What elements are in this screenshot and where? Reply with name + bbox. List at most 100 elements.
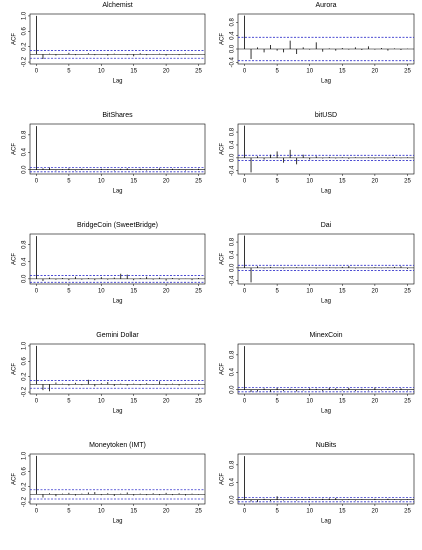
x-tick-label: 25 (195, 399, 202, 405)
x-tick-label: 15 (339, 509, 346, 515)
y-tick-label: 0.2 (22, 372, 28, 381)
x-tick-label: 0 (243, 399, 247, 405)
y-axis-label: ACF (12, 473, 18, 485)
y-tick-label: -0.4 (230, 57, 236, 68)
x-tick-label: 25 (195, 179, 202, 185)
x-tick-label: 10 (98, 289, 105, 295)
x-tick-label: 5 (275, 179, 279, 185)
plot-frame (29, 233, 206, 285)
x-tick-label: 25 (195, 69, 202, 75)
y-tick-label: 0.8 (230, 127, 236, 136)
x-tick-label: 20 (163, 179, 170, 185)
x-tick-label: 5 (67, 179, 71, 185)
x-tick-label: 5 (275, 289, 279, 295)
y-tick-label: 0.0 (230, 495, 236, 504)
x-tick-label: 25 (404, 69, 411, 75)
y-tick-label: 0.8 (230, 237, 236, 246)
x-axis-label: Lag (321, 79, 331, 85)
x-tick-label: 10 (98, 69, 105, 75)
x-tick-label: 5 (275, 69, 279, 75)
y-tick-label: 0.6 (22, 356, 28, 365)
y-tick-label: 0.0 (230, 385, 236, 394)
x-axis-label: Lag (112, 79, 122, 85)
y-tick-label: 0.4 (230, 31, 236, 40)
y-tick-label: 0.0 (22, 165, 28, 174)
x-tick-label: 25 (404, 509, 411, 515)
panel-title: MinexCoin (309, 332, 342, 339)
y-tick-label: 0.4 (230, 140, 236, 149)
x-tick-label: 0 (243, 69, 247, 75)
plot-frame (237, 13, 415, 65)
x-axis-label: Lag (321, 519, 331, 525)
plot-frame (237, 343, 415, 395)
x-tick-label: 10 (98, 179, 105, 185)
y-tick-label: 1.0 (22, 451, 28, 460)
y-tick-label: 0.4 (230, 250, 236, 259)
y-tick-label: 0.2 (22, 42, 28, 51)
panel-title: BitShares (102, 112, 133, 119)
x-axis-label: Lag (321, 189, 331, 195)
x-tick-label: 15 (130, 399, 137, 405)
x-tick-label: 20 (163, 69, 170, 75)
x-tick-label: 20 (372, 179, 379, 185)
y-tick-label: 0.6 (22, 466, 28, 475)
x-tick-label: 20 (163, 289, 170, 295)
y-axis-label: ACF (220, 473, 226, 485)
x-axis-label: Lag (112, 519, 122, 525)
y-tick-label: 0.4 (22, 257, 28, 266)
x-tick-label: 10 (306, 509, 313, 515)
x-tick-label: 20 (163, 509, 170, 515)
y-tick-label: 0.8 (22, 240, 28, 249)
y-axis-label: ACF (220, 253, 226, 265)
y-tick-label: -0.2 (22, 56, 28, 67)
x-tick-label: 0 (35, 509, 39, 515)
y-tick-label: -0.4 (230, 275, 236, 286)
x-axis-label: Lag (321, 299, 331, 305)
x-tick-label: 5 (275, 509, 279, 515)
y-tick-label: 0.0 (22, 274, 28, 283)
x-tick-label: 20 (372, 289, 379, 295)
y-tick-label: 0.6 (22, 26, 28, 35)
y-axis-label: ACF (12, 33, 18, 45)
panel-title: BridgeCoin (SweetBridge) (77, 222, 158, 229)
y-tick-label: 0.0 (230, 263, 236, 272)
panel-title: bitUSD (315, 112, 337, 119)
x-tick-label: 5 (67, 289, 71, 295)
y-axis-label: ACF (12, 363, 18, 375)
panel-title: Gemini Dollar (96, 332, 139, 339)
plot-frame (29, 123, 206, 175)
x-tick-label: 15 (339, 399, 346, 405)
x-tick-label: 25 (195, 509, 202, 515)
x-tick-label: 5 (67, 399, 71, 405)
x-tick-label: 10 (306, 179, 313, 185)
y-axis-label: ACF (220, 363, 226, 375)
panel-title: Dai (321, 222, 332, 229)
y-tick-label: 0.2 (22, 482, 28, 491)
x-tick-label: 15 (130, 179, 137, 185)
x-tick-label: 15 (339, 289, 346, 295)
x-tick-label: 0 (35, 289, 39, 295)
plot-frame (237, 123, 415, 175)
y-tick-label: 0.8 (230, 18, 236, 27)
x-axis-label: Lag (112, 409, 122, 415)
x-tick-label: 20 (372, 69, 379, 75)
x-tick-label: 10 (306, 69, 313, 75)
y-tick-label: 0.4 (22, 147, 28, 156)
y-axis-label: ACF (12, 143, 18, 155)
x-axis-label: Lag (321, 409, 331, 415)
x-tick-label: 5 (67, 69, 71, 75)
plot-frame (29, 453, 206, 505)
panel-title: Moneytoken (IMT) (89, 442, 146, 449)
y-tick-label: 0.0 (230, 153, 236, 162)
x-axis-label: Lag (112, 189, 122, 195)
y-tick-label: 0.8 (230, 460, 236, 469)
x-tick-label: 20 (372, 509, 379, 515)
x-tick-label: 0 (243, 179, 247, 185)
x-tick-label: 15 (339, 179, 346, 185)
x-tick-label: 20 (163, 399, 170, 405)
x-tick-label: 5 (67, 509, 71, 515)
panel-title: Aurora (315, 2, 336, 9)
y-axis-label: ACF (220, 33, 226, 45)
panel-title: Alchemist (102, 2, 132, 9)
plot-frame (29, 343, 206, 395)
